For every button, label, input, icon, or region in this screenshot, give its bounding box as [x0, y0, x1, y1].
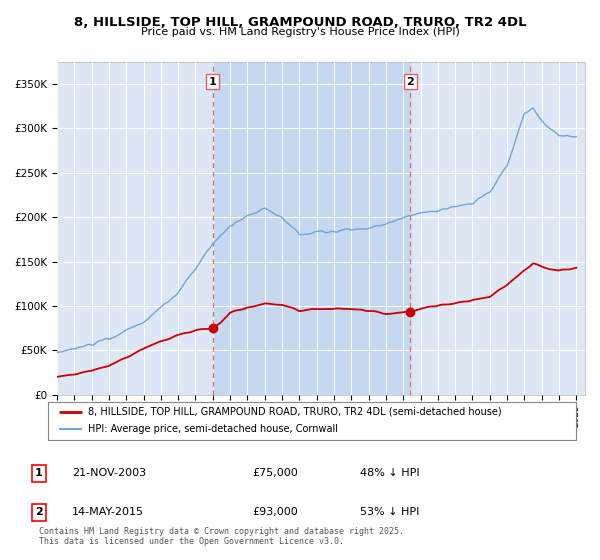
Text: 21-NOV-2003: 21-NOV-2003 [72, 468, 146, 478]
Text: 1: 1 [209, 77, 217, 87]
Text: £93,000: £93,000 [252, 507, 298, 517]
Text: 2: 2 [35, 507, 43, 517]
Text: 8, HILLSIDE, TOP HILL, GRAMPOUND ROAD, TRURO, TR2 4DL: 8, HILLSIDE, TOP HILL, GRAMPOUND ROAD, T… [74, 16, 526, 29]
Text: Price paid vs. HM Land Registry's House Price Index (HPI): Price paid vs. HM Land Registry's House … [140, 27, 460, 37]
Text: 2: 2 [406, 77, 414, 87]
Text: 53% ↓ HPI: 53% ↓ HPI [360, 507, 419, 517]
Text: HPI: Average price, semi-detached house, Cornwall: HPI: Average price, semi-detached house,… [88, 424, 338, 435]
Text: £75,000: £75,000 [252, 468, 298, 478]
Text: 14-MAY-2015: 14-MAY-2015 [72, 507, 144, 517]
Text: 48% ↓ HPI: 48% ↓ HPI [360, 468, 419, 478]
Text: Contains HM Land Registry data © Crown copyright and database right 2025.
This d: Contains HM Land Registry data © Crown c… [39, 526, 404, 546]
Text: 8, HILLSIDE, TOP HILL, GRAMPOUND ROAD, TRURO, TR2 4DL (semi-detached house): 8, HILLSIDE, TOP HILL, GRAMPOUND ROAD, T… [88, 407, 501, 417]
Bar [213, 62, 410, 395]
Text: 1: 1 [35, 468, 43, 478]
